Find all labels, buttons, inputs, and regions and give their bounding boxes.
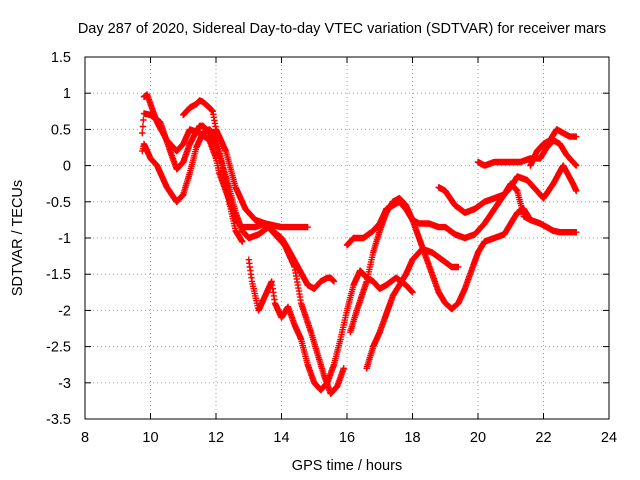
y-tick-label: -1 [58,231,71,247]
y-tick-label: 1.5 [51,50,71,66]
series-markers [363,245,462,372]
data-points [139,91,580,397]
y-tick-label: 0.5 [51,122,71,138]
x-tick-label: 10 [142,430,158,446]
y-tick-label: -2.5 [46,340,71,356]
x-tick-labels: 8 10 12 14 16 18 20 22 24 [81,430,617,446]
series-pass-7 [347,195,534,336]
x-tick-label: 16 [339,430,355,446]
series-markers [435,162,580,216]
series-pass-3 [139,126,246,245]
series-pass-6 [343,180,580,249]
x-tick-label: 18 [404,430,420,446]
x-tick-label: 24 [601,430,617,446]
x-tick-label: 14 [273,430,289,446]
y-tick-label: -0.5 [46,195,71,211]
x-tick-label: 22 [535,430,551,446]
x-axis-label: GPS time / hours [292,458,402,474]
x-tick-label: 12 [208,430,224,446]
y-tick-label: -3.5 [46,412,71,428]
series-markers [347,195,534,336]
y-tick-label: 0 [63,159,71,175]
series-markers [527,126,580,169]
series-pass-9 [435,162,580,216]
y-tick-label: 1 [63,86,71,102]
series-pass-5 [245,256,416,394]
y-tick-labels: -3.5 -3 -2.5 -2 -1.5 -1 -0.5 0 0.5 1 1.5 [46,50,71,428]
y-axis-label: SDTVAR / TECUs [10,180,26,296]
y-tick-label: -2 [58,303,71,319]
axis-ticks [84,56,610,420]
series-markers [343,180,580,249]
x-tick-label: 8 [81,430,89,446]
series-pass-11 [527,126,580,169]
y-tick-label: -3 [58,376,71,392]
series-markers [139,126,246,245]
series-pass-8 [363,245,462,372]
x-tick-label: 20 [470,430,486,446]
chart-title: Day 287 of 2020, Sidereal Day-to-day VTE… [78,21,606,37]
y-tick-label: -1.5 [46,267,71,283]
series-markers [245,256,416,394]
